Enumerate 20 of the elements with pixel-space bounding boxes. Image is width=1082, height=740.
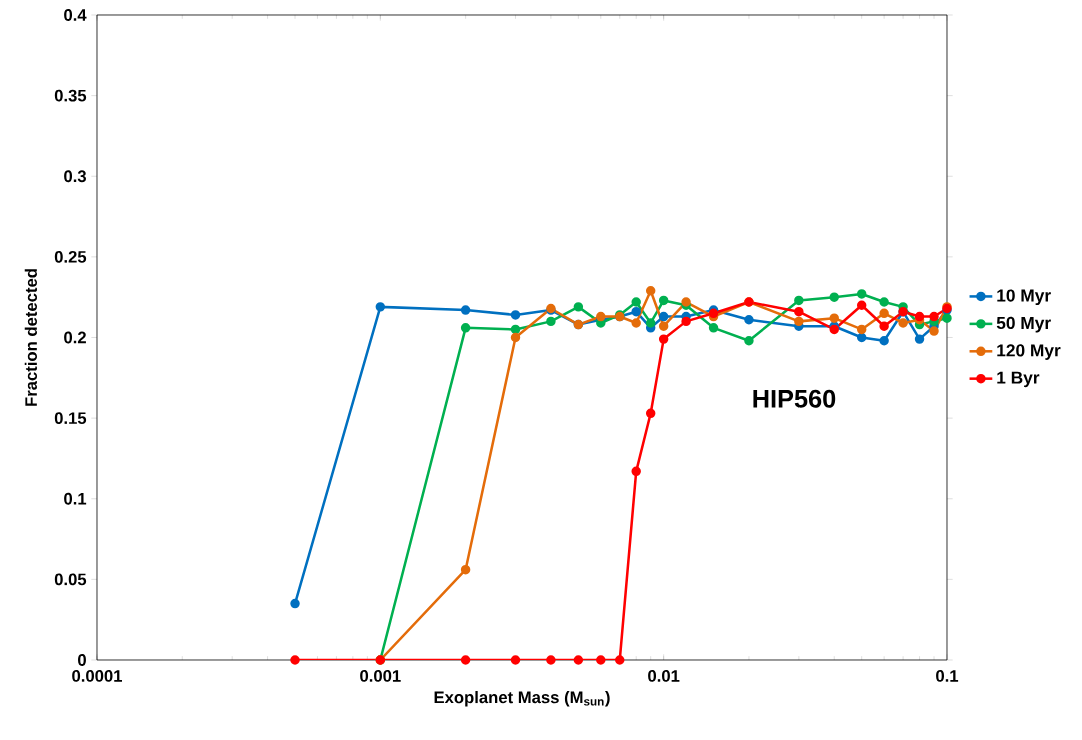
x-tick-label: 0.1 (936, 670, 959, 682)
y-tick-label: 0.3 (64, 170, 86, 183)
legend-label: 120 Myr (997, 344, 1061, 360)
legend-label: 50 Myr (996, 316, 1051, 333)
y-tick-label: 0.2 (64, 331, 86, 344)
legend-label: 1 Byr (997, 371, 1040, 388)
legend-label: 10 Myr (997, 289, 1051, 306)
x-axis-title: Exoplanet Mass (M$_{sun}$) (434, 690, 610, 707)
y-tick-label: 0.1 (64, 492, 87, 505)
x-tick-label: 0.001 (360, 670, 401, 682)
x-tick-label: 0.01 (648, 670, 680, 682)
y-tick-label: 0.15 (54, 412, 87, 425)
y-tick-label: 0.35 (54, 89, 87, 102)
y-tick-label: 0 (78, 654, 86, 666)
y-tick-label: 0.05 (54, 573, 87, 586)
y-axis-title: Fraction detected (24, 269, 37, 406)
y-tick-label: 0.25 (54, 250, 87, 263)
y-tick-label: 0.4 (64, 9, 87, 21)
x-tick-label: 0.0001 (72, 670, 122, 682)
annotation: HIP560 (753, 389, 836, 408)
